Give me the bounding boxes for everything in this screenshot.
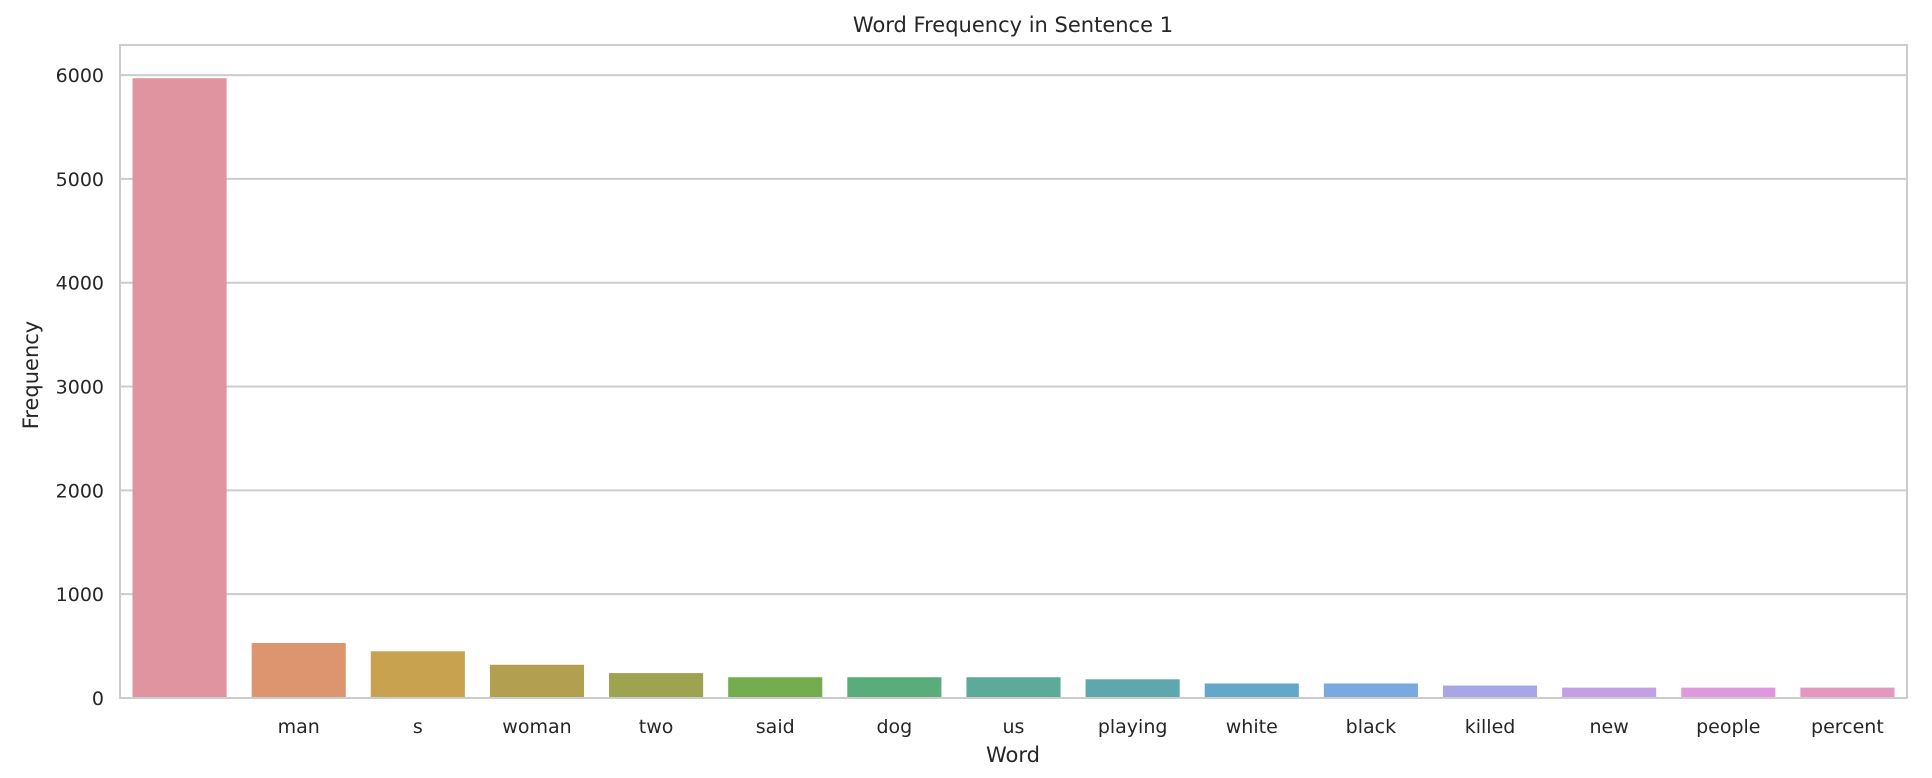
bar [251,642,346,698]
x-tick-label: two [639,716,674,738]
y-tick-labels: 0 1000 2000 3000 4000 5000 6000 [56,65,104,710]
x-tick-labels: man s woman two said dog us playing white black ki… [278,716,1884,738]
plot-frame [119,44,1908,699]
y-tick-label: 3000 [56,377,104,399]
gridlines [120,74,1907,596]
x-tick-label: black [1346,716,1396,738]
y-tick-label: 0 [92,688,104,710]
bar [609,673,704,698]
x-tick-label: woman [502,716,571,738]
bar [1323,683,1418,698]
bar [1800,687,1895,698]
y-tick-label: 1000 [56,584,104,606]
y-tick-label: 6000 [56,65,104,87]
bar [132,78,227,698]
x-tick-label: us [1003,716,1025,738]
x-tick-label: playing [1098,716,1168,738]
bar [1085,679,1180,698]
x-tick-label: dog [876,716,912,738]
y-tick-label: 4000 [56,273,104,295]
x-tick-label: man [278,716,320,738]
bar [489,664,585,698]
x-tick-label: said [756,716,795,738]
bar [847,677,942,698]
bar [1562,687,1657,698]
chart-title: Word Frequency in Sentence 1 [853,13,1173,37]
y-tick-label: 2000 [56,480,104,502]
bar [966,677,1061,698]
bar [1204,683,1299,698]
plot-background [120,45,1907,698]
y-axis-label: Frequency [19,321,43,430]
y-tick-label: 5000 [56,169,104,191]
bar [728,677,823,698]
x-tick-label: white [1226,716,1278,738]
bar [1442,685,1538,698]
bars [132,78,1895,698]
bar [370,651,465,698]
bar [1681,687,1776,698]
x-axis-label: Word [986,743,1040,767]
x-tick-label: percent [1811,716,1884,738]
x-tick-label: killed [1465,716,1516,738]
x-tick-label: s [413,716,423,738]
x-tick-label: new [1590,716,1629,738]
x-tick-label: people [1696,716,1760,738]
